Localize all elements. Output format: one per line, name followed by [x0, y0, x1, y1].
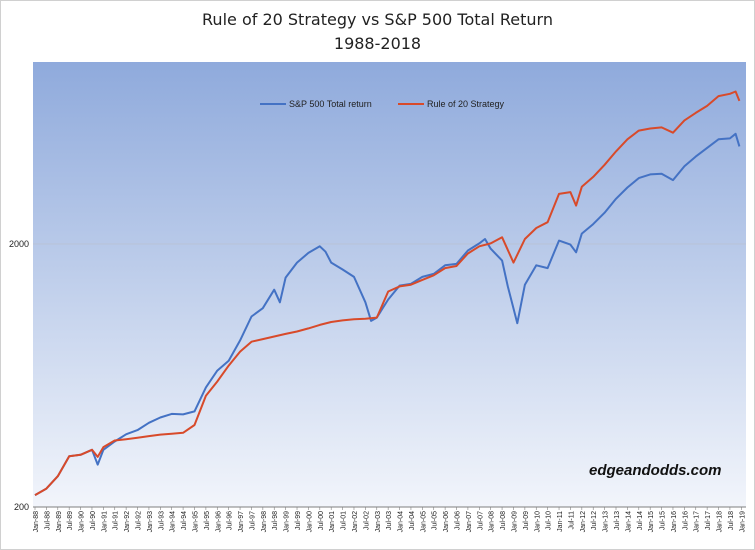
x-tick-label-Jan-97: Jan-97 — [238, 511, 245, 533]
watermark: edgeandodds.com — [589, 462, 722, 479]
x-tick-label-Jul-98: Jul-98 — [272, 511, 279, 530]
x-tick-label-Jan-90: Jan-90 — [79, 511, 86, 533]
x-tick-label-Jan-18: Jan-18 — [717, 511, 724, 533]
plot-area — [33, 62, 746, 507]
legend-swatch-sp500 — [260, 103, 286, 105]
x-tick-label-Jul-92: Jul-92 — [136, 511, 143, 530]
x-tick-label-Jul-03: Jul-03 — [386, 511, 393, 530]
x-tick-label-Jan-94: Jan-94 — [170, 511, 177, 533]
y-tick-label-200: 200 — [14, 502, 29, 512]
x-tick-label-Jan-00: Jan-00 — [306, 511, 313, 533]
x-tick-label-Jul-00: Jul-00 — [318, 511, 325, 530]
x-tick-label-Jan-14: Jan-14 — [625, 511, 632, 533]
x-tick-label-Jan-19: Jan-19 — [739, 511, 746, 533]
y-tick-label-2000: 2000 — [9, 239, 29, 249]
x-tick-label-Jan-17: Jan-17 — [694, 511, 701, 533]
legend-item-rule20: Rule of 20 Strategy — [398, 99, 504, 109]
x-tick-label-Jan-12: Jan-12 — [580, 511, 587, 533]
x-tick-label-Jul-16: Jul-16 — [682, 511, 689, 530]
x-tick-label-Jan-05: Jan-05 — [420, 511, 427, 533]
x-tick-label-Jul-99: Jul-99 — [295, 511, 302, 530]
x-tick-label-Jul-12: Jul-12 — [591, 511, 598, 530]
x-tick-label-Jul-96: Jul-96 — [227, 511, 234, 530]
legend-swatch-rule20 — [398, 103, 424, 105]
x-tick-label-Jan-98: Jan-98 — [261, 511, 268, 533]
x-tick-label-Jan-02: Jan-02 — [352, 511, 359, 533]
x-tick-label-Jan-15: Jan-15 — [648, 511, 655, 533]
x-tick-label-Jan-13: Jan-13 — [603, 511, 610, 533]
x-tick-label-Jul-17: Jul-17 — [705, 511, 712, 530]
x-tick-label-Jul-01: Jul-01 — [341, 511, 348, 530]
x-tick-label-Jul-93: Jul-93 — [158, 511, 165, 530]
x-tick-label-Jan-88: Jan-88 — [33, 511, 40, 533]
x-tick-label-Jan-07: Jan-07 — [466, 511, 473, 533]
x-tick-label-Jul-05: Jul-05 — [432, 511, 439, 530]
chart-title: Rule of 20 Strategy vs S&P 500 Total Ret… — [202, 10, 553, 29]
x-tick-label-Jan-04: Jan-04 — [398, 511, 405, 533]
chart-subtitle: 1988-2018 — [333, 34, 422, 53]
x-tick-label-Jan-96: Jan-96 — [215, 511, 222, 533]
series-line-1 — [34, 90, 741, 496]
x-tick-label-Jul-02: Jul-02 — [363, 511, 370, 530]
x-tick-label-Jul-88: Jul-88 — [44, 511, 51, 530]
x-tick-label-Jan-93: Jan-93 — [147, 511, 154, 533]
legend-item-sp500: S&P 500 Total return — [260, 99, 372, 109]
x-tick-label-Jan-95: Jan-95 — [192, 511, 199, 533]
x-tick-label-Jan-89: Jan-89 — [56, 511, 63, 533]
series-line-0 — [34, 132, 741, 496]
legend-label-sp500: S&P 500 Total return — [289, 99, 372, 109]
x-tick-label-Jul-91: Jul-91 — [113, 511, 120, 530]
x-tick-label-Jul-10: Jul-10 — [546, 511, 553, 530]
x-tick-label-Jul-18: Jul-18 — [728, 511, 735, 530]
x-tick-label-Jul-14: Jul-14 — [637, 511, 644, 530]
x-tick-label-Jul-04: Jul-04 — [409, 511, 416, 530]
x-tick-label-Jan-08: Jan-08 — [489, 511, 496, 533]
x-tick-label-Jan-99: Jan-99 — [284, 511, 291, 533]
x-tick-label-Jan-91: Jan-91 — [101, 511, 108, 533]
x-tick-label-Jul-09: Jul-09 — [523, 511, 530, 530]
legend-label-rule20: Rule of 20 Strategy — [427, 99, 505, 109]
x-tick-label-Jul-06: Jul-06 — [455, 511, 462, 530]
x-tick-label-Jan-09: Jan-09 — [511, 511, 518, 533]
x-tick-label-Jan-92: Jan-92 — [124, 511, 131, 533]
x-tick-label-Jul-95: Jul-95 — [204, 511, 211, 530]
x-tick-label-Jan-06: Jan-06 — [443, 511, 450, 533]
x-tick-label-Jul-13: Jul-13 — [614, 511, 621, 530]
x-tick-label-Jan-10: Jan-10 — [534, 511, 541, 533]
x-tick-label-Jul-94: Jul-94 — [181, 511, 188, 530]
x-tick-label-Jul-11: Jul-11 — [568, 511, 575, 530]
x-tick-label-Jul-15: Jul-15 — [660, 511, 667, 530]
x-tick-label-Jul-07: Jul-07 — [477, 511, 484, 530]
x-tick-label-Jul-08: Jul-08 — [500, 511, 507, 530]
x-tick-label-Jul-90: Jul-90 — [90, 511, 97, 530]
x-tick-label-Jan-11: Jan-11 — [557, 511, 564, 532]
x-tick-label-Jan-01: Jan-01 — [329, 511, 336, 533]
x-tick-label-Jan-16: Jan-16 — [671, 511, 678, 533]
x-tick-label-Jan-03: Jan-03 — [375, 511, 382, 533]
x-tick-label-Jul-89: Jul-89 — [67, 511, 74, 530]
x-tick-label-Jul-97: Jul-97 — [249, 511, 256, 530]
